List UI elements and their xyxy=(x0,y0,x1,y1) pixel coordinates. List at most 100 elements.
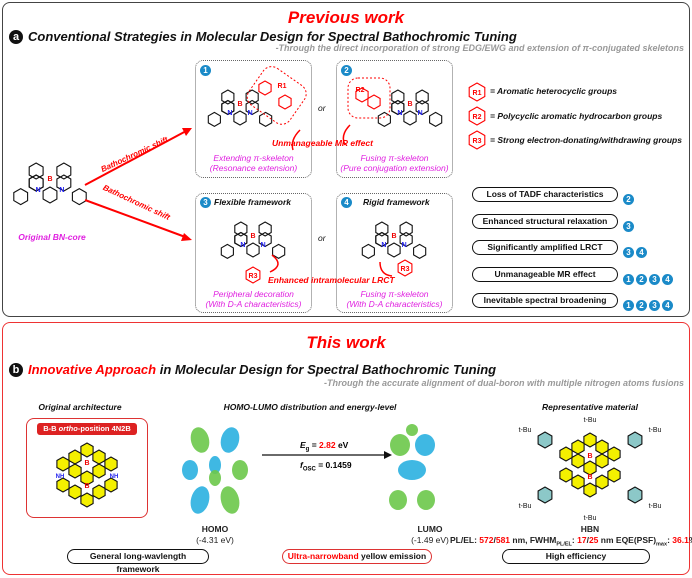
panel-a-subtitle: -Through the direct incorporation of str… xyxy=(275,43,684,53)
benzene-ring xyxy=(415,99,429,116)
nh-label: NH xyxy=(110,474,119,480)
drawback-pill: Inevitable spectral broadening xyxy=(472,293,618,308)
tbu-label: t-Bu xyxy=(649,427,662,434)
benzene-ring xyxy=(571,453,585,469)
eg-unit: eV xyxy=(335,440,349,450)
benzene-ring xyxy=(429,111,443,128)
nitrogen-atom: N xyxy=(381,242,386,249)
benzene-ring xyxy=(413,243,427,260)
benzene-ring xyxy=(233,110,247,126)
curved-arrow xyxy=(342,124,351,146)
nitrogen-atom: N xyxy=(240,242,245,249)
eg-eq: = xyxy=(309,440,320,450)
strategy-box-2: 2 Fusing π-skeleton (Pure conjugation ex… xyxy=(336,60,453,178)
benzene-ring xyxy=(92,484,106,500)
benzene-ring xyxy=(387,242,401,258)
boron-atom: B xyxy=(84,483,89,490)
title-highlight: Innovative Approach xyxy=(28,362,157,377)
pill-emission-rest: yellow emission xyxy=(358,551,427,561)
benzene-ring xyxy=(92,463,106,479)
drawback-refs: 2 xyxy=(623,189,636,207)
energy-gap: Eg = 2.82 eV xyxy=(300,440,348,453)
boron-atom: B xyxy=(237,101,242,108)
caption-4b: (With D-A characteristics) xyxy=(346,299,443,309)
benzene-ring xyxy=(391,89,405,105)
fwhm-pl: 17 xyxy=(577,535,587,545)
homo-label: HOMO (-4.31 eV) xyxy=(185,524,245,546)
ref-badge: 3 xyxy=(623,247,634,258)
core-label: Original BN-core xyxy=(18,232,86,242)
curved-arrow xyxy=(379,261,393,277)
benzene-ring xyxy=(361,243,375,260)
benzene-ring xyxy=(377,111,391,128)
m-p3: : xyxy=(571,535,578,545)
orbital-lobe xyxy=(232,460,248,480)
legend-hex xyxy=(468,82,486,102)
benzene-ring xyxy=(42,186,58,204)
nitrogen-atom: N xyxy=(397,110,402,117)
benzene-ring xyxy=(583,432,597,448)
orbital-lobe xyxy=(190,486,210,514)
homo-energy: (-4.31 eV) xyxy=(196,535,234,545)
benzene-ring xyxy=(104,456,118,472)
benzene-ring xyxy=(571,474,585,490)
ref-badge: 2 xyxy=(636,273,647,285)
nitrogen-atom: N xyxy=(418,110,423,117)
aryl-ring xyxy=(537,486,553,504)
material-name: HBN xyxy=(580,524,600,534)
benzene-ring xyxy=(221,89,235,105)
arrowhead xyxy=(384,451,392,459)
orbital-lobe xyxy=(417,490,435,510)
benzene-ring xyxy=(258,231,272,248)
benzene-ring xyxy=(403,110,417,126)
el-value: 581 xyxy=(495,535,511,545)
curved-arrow xyxy=(291,129,301,151)
ref-badge: 2 xyxy=(623,194,634,205)
highlight-outline xyxy=(347,77,391,119)
benzene-ring xyxy=(595,439,609,455)
performance-metrics: PL/EL: 572/581 nm, FWHMPL/EL: 17/25 nm E… xyxy=(450,535,692,548)
previous-work-heading: Previous work xyxy=(287,8,405,27)
pill-framework: General long-wavlength framework xyxy=(67,549,209,574)
benzene-ring xyxy=(367,94,381,110)
benzene-ring xyxy=(80,442,94,458)
benzene-ring xyxy=(71,187,87,206)
benzene-ring xyxy=(399,221,413,237)
legend-r1-text: = Aromatic heterocyclic groups xyxy=(490,86,617,96)
badge-pre: B-B xyxy=(43,424,59,433)
panel-b-title: Innovative Approach in Molecular Design … xyxy=(28,362,496,377)
orbital-lobe xyxy=(390,434,410,456)
r2-label: R2 xyxy=(356,87,365,94)
benzene-ring xyxy=(56,162,72,180)
ref-badge: 3 xyxy=(649,273,660,285)
benzene-ring xyxy=(391,99,405,116)
benzene-ring xyxy=(607,446,621,462)
orbital-lobe xyxy=(220,486,240,514)
benzene-ring xyxy=(258,221,272,237)
boron-atom: B xyxy=(587,474,592,481)
fosc-value: = 0.1459 xyxy=(315,460,352,470)
benzene-ring xyxy=(220,243,234,260)
tbu-label: t-Bu xyxy=(649,503,662,510)
lumo-energy: (-1.49 eV) xyxy=(411,535,449,545)
fosc-symbol: f xyxy=(300,460,303,470)
m-s1: / xyxy=(493,535,496,545)
panel-a-title: Conventional Strategies in Molecular Des… xyxy=(28,29,517,44)
red-arrow-up xyxy=(84,129,189,186)
tbu-label: t-Bu xyxy=(519,427,532,434)
benzene-ring xyxy=(68,449,82,465)
legend-r-label: R3 xyxy=(473,138,482,145)
ref-badge: 2 xyxy=(636,300,647,311)
or-label-2: or xyxy=(318,233,326,243)
boron-atom: B xyxy=(250,233,255,240)
benzene-ring xyxy=(245,266,261,284)
r3-label: R3 xyxy=(249,273,258,280)
r3-label: R3 xyxy=(401,266,410,273)
benzene-ring xyxy=(415,89,429,105)
col1-title: Original architecture xyxy=(38,402,122,412)
benzene-ring xyxy=(355,87,369,103)
